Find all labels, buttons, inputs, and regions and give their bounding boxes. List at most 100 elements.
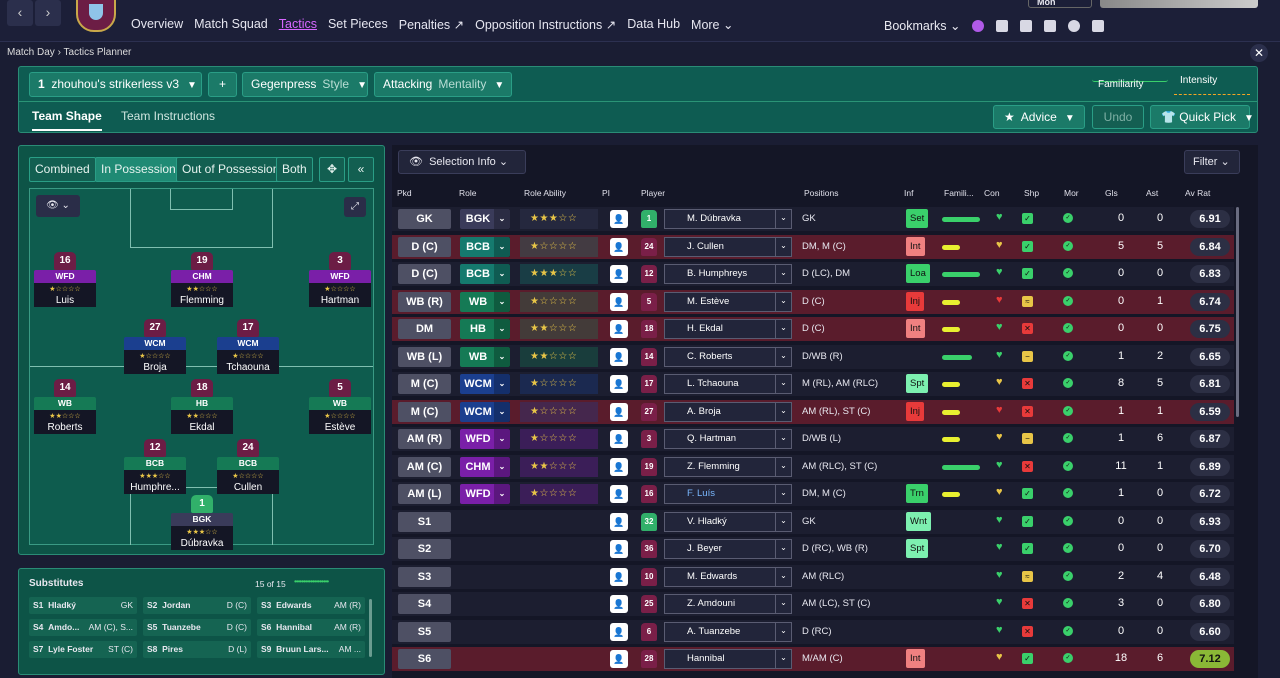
- role-selector[interactable]: WFD ⌄: [460, 484, 510, 504]
- sub-item[interactable]: S2 Jordan D (C): [143, 597, 251, 614]
- tab-overview[interactable]: Overview: [131, 17, 184, 31]
- col-header[interactable]: Gls: [1105, 188, 1118, 198]
- player-selector[interactable]: J. Cullen ⌄: [664, 236, 792, 257]
- advice-button[interactable]: ★ Advice ▼: [993, 105, 1085, 129]
- table-row[interactable]: S6 👤 28 Hannibal ⌄ M/AM (C) Int ♥ ✓ ✓ 18 6 7.12: [392, 647, 1234, 671]
- pkd-position[interactable]: DM: [398, 319, 451, 339]
- table-row[interactable]: S3 👤 10 M. Edwards ⌄ AM (RLC) ♥ ≈ ✓ 2 4 6.48: [392, 564, 1234, 589]
- pkd-position[interactable]: S6: [398, 649, 451, 669]
- pitch-player-hartman[interactable]: 3 WFD ★☆☆☆☆ Hartman: [309, 252, 371, 307]
- table-row[interactable]: AM (L) WFD ⌄ ★☆☆☆☆ 👤 16 F. Luís ⌄ DM, M (C) Trn ♥ ✓…: [392, 482, 1234, 506]
- notes-icon[interactable]: [1020, 19, 1033, 32]
- influence-badge[interactable]: Spt: [906, 374, 929, 393]
- player-instructions-icon[interactable]: 👤: [610, 540, 628, 558]
- col-header[interactable]: Shp: [1024, 188, 1040, 198]
- player-instructions-icon[interactable]: 👤: [610, 567, 628, 586]
- player-selector[interactable]: M. Dúbravka ⌄: [664, 209, 792, 229]
- familiarity-meter[interactable]: Familiarity: [1092, 77, 1168, 90]
- influence-badge[interactable]: Loa: [906, 264, 930, 283]
- pkd-position[interactable]: WB (R): [398, 291, 451, 312]
- role-selector[interactable]: BCB ⌄: [460, 264, 510, 284]
- shape-tab-combined[interactable]: Combined: [29, 157, 96, 182]
- pkd-position[interactable]: S2: [398, 539, 451, 559]
- player-instructions-icon[interactable]: 👤: [610, 485, 628, 503]
- col-header[interactable]: Av Rat: [1185, 188, 1211, 198]
- role-selector[interactable]: WB ⌄: [460, 346, 510, 367]
- influence-badge[interactable]: Wnt: [906, 511, 931, 531]
- col-header[interactable]: Role: [459, 188, 477, 198]
- style-selector[interactable]: Gegenpress Style ▼: [242, 72, 368, 97]
- breadcrumb-match-day[interactable]: Match Day: [7, 47, 55, 58]
- table-row[interactable]: M (C) WCM ⌄ ★☆☆☆☆ 👤 17 L. Tchaouna ⌄ M (RL), AM …: [392, 372, 1234, 396]
- player-selector[interactable]: M. Edwards ⌄: [664, 566, 792, 587]
- player-instructions-icon[interactable]: 👤: [610, 622, 628, 641]
- tab-set-pieces[interactable]: Set Pieces: [327, 17, 388, 31]
- shape-tab-in-possession[interactable]: In Possession: [95, 157, 182, 182]
- undo-button[interactable]: Undo: [1092, 105, 1144, 129]
- pitch-player-broja[interactable]: 27 WCM ★☆☆☆☆ Broja: [124, 319, 186, 374]
- player-selector[interactable]: A. Broja ⌄: [664, 401, 792, 422]
- player-selector[interactable]: F. Luís ⌄: [664, 484, 792, 504]
- tab-penalties[interactable]: Penalties ↗: [398, 18, 465, 32]
- add-tactic-button[interactable]: +: [208, 72, 237, 97]
- collapse-icon[interactable]: «: [348, 157, 374, 182]
- influence-badge[interactable]: Trn: [906, 484, 928, 503]
- table-row[interactable]: M (C) WCM ⌄ ★☆☆☆☆ 👤 27 A. Broja ⌄ AM (RL), ST (C…: [392, 399, 1234, 424]
- player-instructions-icon[interactable]: 👤: [610, 430, 628, 448]
- player-instructions-icon[interactable]: 👤: [610, 375, 628, 393]
- player-selector[interactable]: H. Ekdal ⌄: [664, 319, 792, 339]
- tab-team-shape[interactable]: Team Shape: [32, 109, 102, 131]
- role-selector[interactable]: BCB ⌄: [460, 236, 510, 257]
- player-instructions-icon[interactable]: 👤: [610, 402, 628, 421]
- role-selector[interactable]: WB ⌄: [460, 291, 510, 312]
- table-row[interactable]: D (C) BCB ⌄ ★★★☆☆ 👤 12 B. Humphreys ⌄ D (LC), DM…: [392, 262, 1234, 286]
- role-selector[interactable]: WFD ⌄: [460, 429, 510, 449]
- col-header[interactable]: Con: [984, 188, 1000, 198]
- role-selector[interactable]: WCM ⌄: [460, 374, 510, 394]
- influence-badge[interactable]: Spt: [906, 539, 929, 558]
- table-row[interactable]: AM (R) WFD ⌄ ★☆☆☆☆ 👤 3 Q. Hartman ⌄ D/WB (L) ♥ − ✓ 1…: [392, 427, 1234, 451]
- back-button[interactable]: ‹: [7, 0, 33, 26]
- table-row[interactable]: S5 👤 6 A. Tuanzebe ⌄ D (RC) ♥ ✕ ✓ 0 0 6.60: [392, 619, 1234, 644]
- tab-team-instructions[interactable]: Team Instructions: [121, 109, 216, 123]
- col-header[interactable]: PI: [602, 188, 611, 198]
- sub-item[interactable]: S3 Edwards AM (R): [257, 597, 365, 614]
- player-selector[interactable]: J. Beyer ⌄: [664, 539, 792, 559]
- influence-badge[interactable]: Int: [906, 319, 925, 338]
- tactic-selector[interactable]: 1 zhouhou's strikerless v3 ▼: [29, 72, 202, 97]
- player-instructions-icon[interactable]: 👤: [610, 320, 628, 338]
- pkd-position[interactable]: M (C): [398, 401, 451, 422]
- trophy-icon[interactable]: [1092, 19, 1105, 32]
- club-crest[interactable]: [76, 0, 116, 32]
- refresh-icon[interactable]: [1068, 19, 1081, 32]
- pkd-position[interactable]: S1: [398, 511, 451, 532]
- col-header[interactable]: Ast: [1146, 188, 1159, 198]
- pitch-player-tchaouna[interactable]: 17 WCM ★☆☆☆☆ Tchaouna: [217, 319, 279, 374]
- pkd-position[interactable]: S4: [398, 594, 451, 614]
- bookmarks-button[interactable]: Bookmarks ⌄: [884, 19, 961, 33]
- col-header[interactable]: Role Ability: [524, 188, 567, 198]
- pitch-player-dbravka[interactable]: 1 BGK ★★★☆☆ Dúbravka: [171, 495, 233, 550]
- player-instructions-icon[interactable]: 👤: [610, 512, 628, 531]
- sub-item[interactable]: S5 Tuanzebe D (C): [143, 619, 251, 636]
- table-row[interactable]: D (C) BCB ⌄ ★☆☆☆☆ 👤 24 J. Cullen ⌄ DM, M (C) Int ♥…: [392, 234, 1234, 259]
- filter-button[interactable]: Filter ⌄: [1184, 150, 1240, 174]
- col-header[interactable]: Mor: [1064, 188, 1079, 198]
- player-instructions-icon[interactable]: 👤: [610, 237, 628, 256]
- pitch-player-roberts[interactable]: 14 WB ★★☆☆☆ Roberts: [34, 379, 96, 434]
- player-instructions-icon[interactable]: 👤: [610, 457, 628, 476]
- tab-data-hub[interactable]: Data Hub: [627, 17, 681, 31]
- expand-icon[interactable]: ⤢: [344, 197, 366, 217]
- tab-more[interactable]: More ⌄: [691, 18, 734, 32]
- player-instructions-icon[interactable]: 👤: [610, 210, 628, 228]
- pitch-player-ekdal[interactable]: 18 HB ★★☆☆☆ Ekdal: [171, 379, 233, 434]
- pkd-position[interactable]: AM (L): [398, 484, 451, 504]
- sub-item[interactable]: S4 Amdo... AM (C), S...: [29, 619, 137, 636]
- player-instructions-icon[interactable]: 👤: [610, 292, 628, 311]
- col-header[interactable]: Pkd: [397, 188, 412, 198]
- player-instructions-icon[interactable]: 👤: [610, 347, 628, 366]
- influence-badge[interactable]: Inj: [906, 291, 925, 311]
- selection-info-button[interactable]: 👁 Selection Info ⌄: [398, 150, 526, 174]
- shape-tab-out-of-possession[interactable]: Out of Possession: [176, 157, 286, 182]
- player-selector[interactable]: Z. Amdouni ⌄: [664, 594, 792, 614]
